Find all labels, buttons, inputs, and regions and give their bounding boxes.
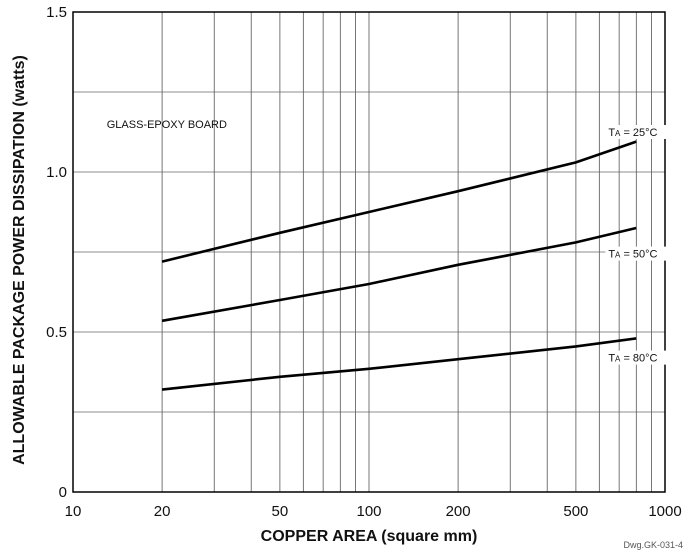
y-tick-label: 0 xyxy=(59,484,67,501)
series-label-background xyxy=(605,246,676,261)
x-tick-label: 10 xyxy=(65,503,82,520)
x-tick-label: 500 xyxy=(563,503,588,520)
series-label: TA = 50°C xyxy=(608,249,657,261)
board-annotation: GLASS-EPOXY BOARD xyxy=(107,119,227,131)
series-line xyxy=(161,337,637,391)
series-labels: TA = 25°C TA = 50°C TA = 80°C xyxy=(605,125,676,365)
drawing-number: Dwg.GK-031-4 xyxy=(623,540,683,550)
series-line xyxy=(161,140,637,263)
series-label-background xyxy=(605,350,676,365)
y-tick-label: 1.5 xyxy=(46,4,67,21)
x-tick-label: 20 xyxy=(154,503,171,520)
x-tick-label: 50 xyxy=(272,503,289,520)
x-axis-title: COPPER AREA (square mm) xyxy=(261,528,478,545)
series-line xyxy=(161,226,637,323)
series-lines xyxy=(161,140,637,391)
x-tick-label: 1000 xyxy=(648,503,681,520)
y-axis-title: ALLOWABLE PACKAGE POWER DISSIPATION (wat… xyxy=(11,55,28,465)
y-tick-labels: 0 0.5 1.0 1.5 xyxy=(46,4,67,501)
y-tick-label: 0.5 xyxy=(46,324,67,341)
x-tick-label: 200 xyxy=(446,503,471,520)
series-label-background xyxy=(605,125,676,139)
x-tick-label: 100 xyxy=(356,503,381,520)
series-label: TA = 80°C xyxy=(608,353,657,365)
y-gridlines xyxy=(73,91,665,413)
y-tick-label: 1.0 xyxy=(46,164,67,181)
x-tick-labels: 10 20 50 100 200 500 1000 xyxy=(65,503,682,520)
series-label: TA = 25°C xyxy=(608,127,657,139)
